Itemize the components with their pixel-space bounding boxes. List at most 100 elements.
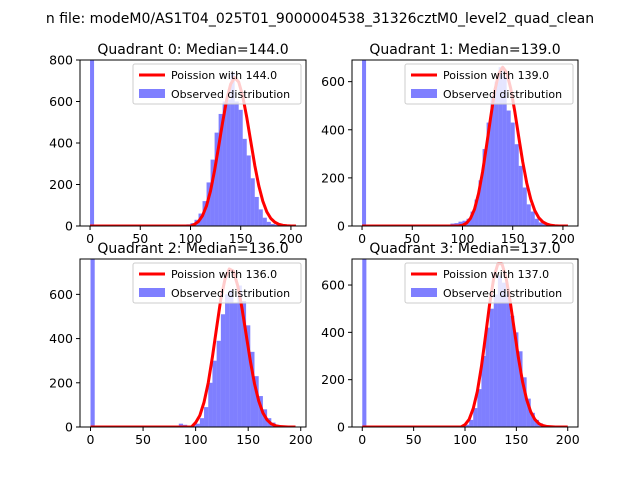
quadrant-0-bar — [250, 178, 255, 226]
quadrant-3-bar — [477, 389, 482, 427]
quadrant-0-bar — [258, 209, 263, 226]
quadrant-3-xtick-label: 0 — [358, 432, 366, 447]
quadrant-3-bar — [497, 275, 502, 427]
quadrant-1-bar — [362, 60, 367, 226]
quadrant-1-bar — [490, 96, 495, 226]
quadrant-1-xtick-label: 200 — [551, 231, 575, 246]
quadrant-1-xtick-label: 100 — [451, 231, 475, 246]
quadrant-0-ytick-label: 800 — [49, 53, 73, 68]
quadrant-3-bar — [522, 377, 527, 427]
quadrant-2-xtick-label: 50 — [135, 432, 151, 447]
quadrant-1-bar — [506, 110, 511, 226]
quadrant-1-ytick-label: 0 — [337, 219, 345, 234]
quadrant-3-legend: Poission with 137.0 Observed distribution — [404, 262, 574, 304]
quadrant-1-bar — [474, 199, 479, 226]
quadrant-0-bar — [222, 101, 227, 226]
quadrant-2-xtick-label: 200 — [289, 432, 313, 447]
quadrant-0-bar — [270, 223, 275, 226]
quadrant-0-ytick-label: 0 — [65, 219, 73, 234]
quadrant-0-xtick-label: 100 — [179, 231, 203, 246]
quadrant-2-bar — [233, 303, 238, 427]
quadrant-0-legend-box — [132, 63, 302, 105]
quadrant-3-xtick-label: 50 — [406, 432, 422, 447]
quadrant-1-bar — [494, 81, 499, 226]
quadrant-0-bar — [206, 182, 211, 226]
quadrant-1-bar — [510, 122, 515, 226]
quadrant-1-bars — [362, 60, 559, 226]
quadrant-1-bar — [538, 222, 543, 226]
figure-suptitle: n file: modeM0/AS1T04_025T01_9000004538_… — [46, 11, 594, 27]
quadrant-3-legend-box — [404, 262, 574, 304]
quadrant-3-legend-bar-swatch — [411, 288, 437, 297]
quadrant-3-title: Quadrant 3: Median=137.0 — [369, 241, 560, 257]
quadrant-0-legend-bar-swatch — [139, 89, 165, 98]
quadrant-3-bar — [473, 408, 478, 427]
quadrant-1-bar — [526, 204, 531, 226]
quadrant-2-bar — [208, 382, 213, 427]
quadrant-3-ytick-label: 600 — [321, 278, 345, 293]
quadrant-1-bar — [470, 211, 475, 226]
quadrant-1-title: Quadrant 1: Median=139.0 — [369, 42, 560, 58]
quadrant-0-legend-fit-label: Poission with 144.0 — [171, 69, 277, 82]
quadrant-2-xtick-label: 100 — [184, 432, 208, 447]
quadrant-0-xtick-label: 150 — [229, 231, 253, 246]
quadrant-1-chart: 0 50 100 150 200 0 200 400 600 Quadrant 1: Median… — [321, 42, 579, 246]
quadrant-2-xtick-label: 0 — [87, 432, 95, 447]
quadrant-3-bar — [514, 332, 519, 427]
quadrant-2-legend-bar-swatch — [139, 288, 165, 297]
quadrant-2-bar — [216, 340, 221, 427]
quadrant-3-bar — [469, 419, 474, 427]
quadrant-0-title: Quadrant 0: Median=144.0 — [97, 42, 288, 58]
quadrant-1-bar — [482, 149, 487, 226]
quadrant-2-bar — [254, 376, 259, 427]
quadrant-0-bar — [254, 196, 259, 226]
quadrant-3-legend-observed-label: Observed distribution — [443, 287, 562, 300]
quadrant-1-ytick-label: 400 — [321, 122, 345, 137]
quadrant-0-xtick-label: 200 — [279, 231, 303, 246]
quadrant-0-legend: Poission with 144.0 Observed distribution — [132, 63, 302, 105]
quadrant-2-bar — [199, 418, 205, 427]
quadrant-0-bar — [238, 109, 243, 226]
quadrant-1-legend-box — [404, 63, 574, 105]
quadrant-2-title: Quadrant 2: Median=136.0 — [97, 241, 288, 257]
quadrant-0-bar — [234, 101, 239, 226]
quadrant-0-bar — [230, 72, 235, 226]
quadrant-1-xtick-label: 150 — [501, 231, 525, 246]
quadrant-3-bar — [518, 351, 523, 427]
quadrant-0-bars — [90, 60, 295, 226]
quadrant-1-legend-fit-label: Poission with 139.0 — [443, 69, 549, 82]
quadrant-0-bar — [226, 99, 231, 226]
quadrant-1-axes-frame — [351, 59, 579, 227]
quadrant-0-xtick-label: 0 — [86, 231, 94, 246]
quadrant-1-legend-observed-label: Observed distribution — [443, 88, 562, 101]
quadrant-2-chart: 0 50 100 150 200 0 200 400 600 Quadrant 2: Median… — [49, 241, 313, 447]
quadrant-2-bar — [178, 423, 184, 427]
quadrant-1-bar — [458, 221, 463, 226]
quadrant-3-bar — [465, 424, 470, 427]
quadrant-0-bar — [214, 132, 219, 226]
quadrant-2-bar — [237, 285, 242, 427]
quadrant-0-ytick-label: 600 — [49, 94, 73, 109]
quadrant-3-bar — [485, 327, 490, 427]
quadrant-2-ytick-label: 600 — [49, 287, 73, 302]
quadrant-2-bar — [246, 325, 251, 427]
quadrant-1-bar — [522, 187, 527, 226]
quadrant-2-fit-line — [90, 267, 296, 427]
quadrant-2-legend: Poission with 136.0 Observed distribution — [132, 262, 302, 304]
quadrant-1-bar — [478, 180, 483, 226]
quadrant-3-ytick-label: 200 — [321, 372, 345, 387]
quadrant-3-ytick-label: 400 — [321, 325, 345, 340]
quadrant-1-bar — [534, 218, 539, 226]
quadrant-1-xtick-label: 0 — [358, 231, 366, 246]
quadrant-1-ytick-label: 600 — [321, 74, 345, 89]
quadrant-2-ytick-label: 0 — [65, 420, 73, 435]
quadrant-1-bar — [514, 144, 519, 226]
quadrant-2-bar — [241, 301, 247, 427]
quadrant-0-legend-observed-label: Observed distribution — [171, 88, 290, 101]
quadrant-2-bar — [250, 351, 255, 427]
quadrant-3-bar — [362, 259, 367, 427]
quadrant-0-bar — [246, 155, 251, 226]
quadrant-3-bar — [489, 308, 494, 427]
quadrant-0-bar — [90, 60, 95, 226]
